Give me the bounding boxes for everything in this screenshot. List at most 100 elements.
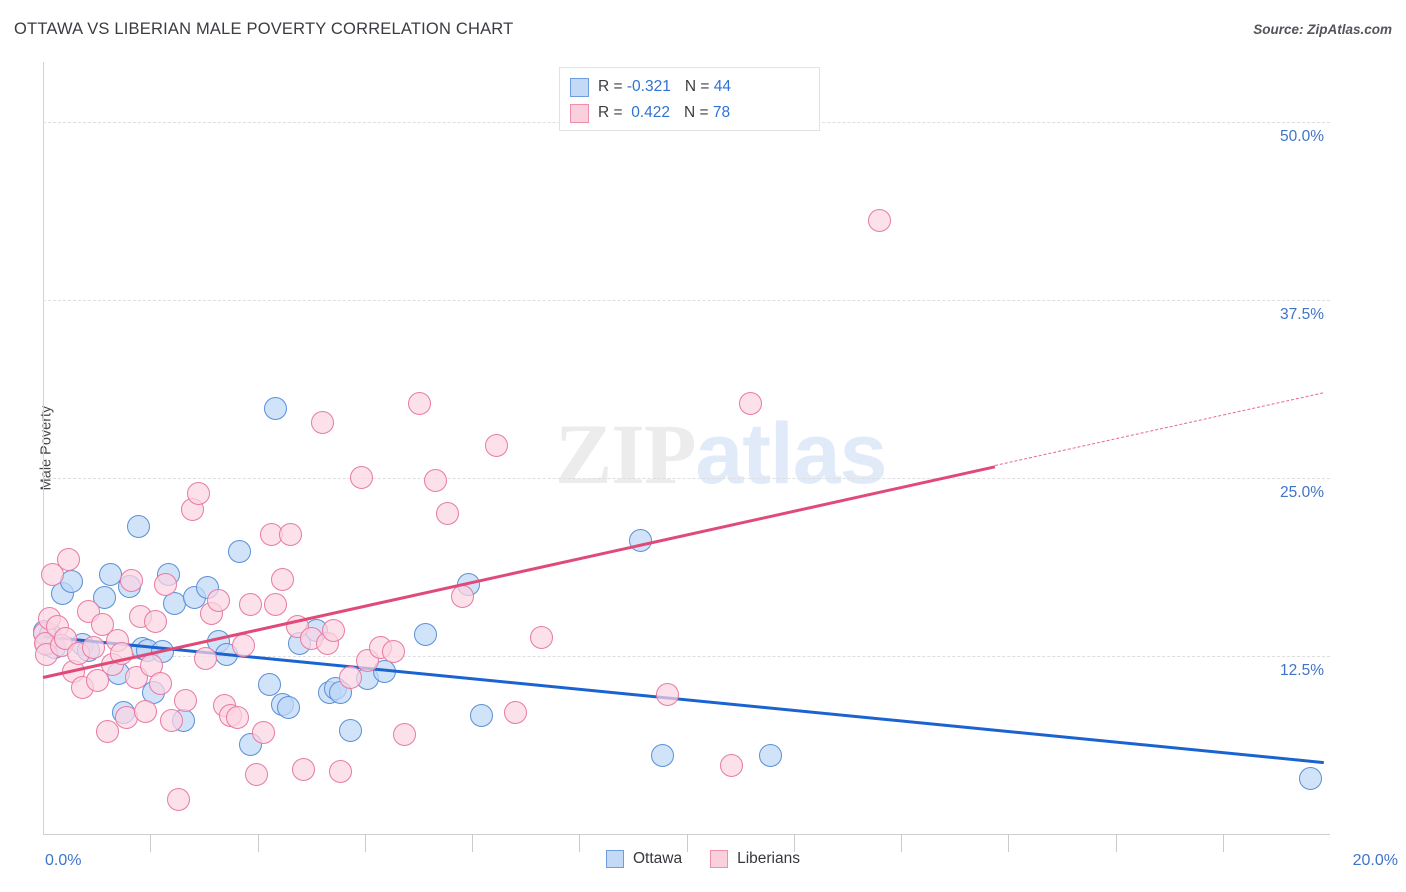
scatter-point-liberians[interactable] [407,392,431,416]
scatter-point-liberians[interactable] [382,640,406,664]
scatter-point-liberians[interactable] [193,647,217,671]
x-axis-max-label: 20.0% [1352,852,1398,869]
x-tick-mark [793,834,795,852]
scatter-point-ottawa[interactable] [258,672,281,696]
gridline-y [43,655,1330,657]
scatter-point-liberians[interactable] [485,433,509,457]
scatter-point-liberians[interactable] [451,584,475,608]
liberians-legend-swatch-icon [710,850,729,868]
stats-row-liberians: R = 0.422 N = 78 [570,100,809,126]
scatter-point-liberians[interactable] [148,671,172,695]
liberians-legend-label: Liberians [737,850,800,867]
scatter-point-ottawa[interactable] [650,744,674,768]
scatter-point-liberians[interactable] [90,613,114,637]
scatter-point-liberians[interactable] [279,523,303,547]
scatter-point-liberians[interactable] [264,593,288,617]
scatter-point-liberians[interactable] [86,668,110,692]
scatter-point-liberians[interactable] [144,610,168,634]
liberians-stats-text: R = 0.422 N = 78 [598,104,731,121]
scatter-point-liberians[interactable] [40,563,64,587]
scatter-point-ottawa[interactable] [470,704,494,728]
scatter-point-ottawa[interactable] [60,570,84,594]
scatter-point-liberians[interactable] [328,759,352,783]
y-tick-label: 37.5% [1280,305,1324,323]
x-tick-mark [1115,834,1117,852]
watermark-zip: ZIP [555,406,696,502]
scatter-point-liberians[interactable] [311,410,335,434]
ottawa-swatch-icon [570,77,589,97]
y-axis-line [43,62,44,834]
scatter-point-liberians[interactable] [187,482,211,506]
x-tick-mark [257,834,259,852]
scatter-point-liberians[interactable] [322,618,346,642]
page-title: OTTAWA VS LIBERIAN MALE POVERTY CORRELAT… [14,20,514,38]
scatter-point-liberians[interactable] [232,634,256,658]
x-tick-mark [1008,834,1010,852]
scatter-point-liberians[interactable] [81,635,105,659]
scatter-point-liberians[interactable] [245,762,269,786]
gridline-y [43,299,1330,301]
scatter-point-liberians[interactable] [206,588,230,612]
scatter-point-liberians[interactable] [393,722,417,746]
scatter-point-liberians[interactable] [350,466,374,490]
scatter-point-liberians[interactable] [238,593,262,617]
scatter-point-liberians[interactable] [530,625,554,649]
scatter-point-liberians[interactable] [270,567,294,591]
legend-item-ottawa[interactable]: Ottawa [605,850,683,868]
stats-row-ottawa: R = -0.321 N = 44 [570,74,809,100]
scatter-point-ottawa[interactable] [92,586,116,610]
gridline-y [43,477,1330,479]
legend-item-liberians[interactable]: Liberians [710,850,800,868]
scatter-point-liberians[interactable] [120,568,144,592]
scatter-point-liberians[interactable] [424,469,448,493]
x-tick-mark [150,834,152,852]
liberians-swatch-icon [570,103,589,123]
scatter-point-liberians[interactable] [720,754,744,778]
x-tick-mark [579,834,581,852]
scatter-point-liberians[interactable] [435,502,459,526]
ottawa-legend-swatch-icon [605,850,624,868]
scatter-point-liberians[interactable] [57,547,81,571]
scatter-point-liberians[interactable] [153,573,177,597]
scatter-point-ottawa[interactable] [414,623,438,647]
source-attribution: Source: ZipAtlas.com [1253,22,1392,37]
watermark-atlas: atlas [695,406,887,502]
scatter-point-liberians[interactable] [868,208,892,232]
trendline-liberians [42,465,996,679]
correlation-stats-legend: R = -0.321 N = 44 R = 0.422 N = 78 [559,67,820,131]
scatter-point-liberians[interactable] [110,641,133,665]
scatter-point-liberians[interactable] [95,719,119,743]
scatter-point-ottawa[interactable] [339,718,363,742]
scatter-point-liberians[interactable] [166,788,190,812]
scatter-point-liberians[interactable] [504,701,528,725]
trendline-liberians-extrapolated [995,392,1324,467]
scatter-point-ottawa[interactable] [758,744,782,768]
scatter-point-ottawa[interactable] [1299,766,1323,790]
scatter-point-liberians[interactable] [292,758,316,782]
x-axis-min-label: 0.0% [45,852,82,869]
scatter-point-liberians[interactable] [655,682,679,706]
scatter-point-ottawa[interactable] [264,396,288,420]
scatter-point-ottawa[interactable] [628,529,652,553]
scatter-point-ottawa[interactable] [227,540,251,564]
y-tick-label: 25.0% [1280,483,1324,501]
scatter-point-liberians[interactable] [251,721,275,745]
scatter-point-ottawa[interactable] [372,660,396,684]
x-tick-mark [901,834,902,852]
scatter-point-ottawa[interactable] [277,695,301,719]
scatter-point-liberians[interactable] [134,700,158,723]
scatter-point-liberians[interactable] [339,665,363,689]
ottawa-stats-text: R = -0.321 N = 44 [598,78,731,95]
scatter-point-liberians[interactable] [160,708,184,732]
x-tick-mark [1222,834,1224,852]
scatter-point-liberians[interactable] [739,392,763,416]
scatter-point-liberians[interactable] [225,705,249,729]
ottawa-legend-label: Ottawa [632,850,683,867]
scatter-point-liberians[interactable] [174,688,198,712]
x-tick-mark [472,834,473,852]
scatter-point-ottawa[interactable] [126,514,150,538]
y-tick-label: 12.5% [1280,661,1324,679]
x-tick-mark [686,834,688,852]
y-tick-label: 50.0% [1280,127,1324,145]
